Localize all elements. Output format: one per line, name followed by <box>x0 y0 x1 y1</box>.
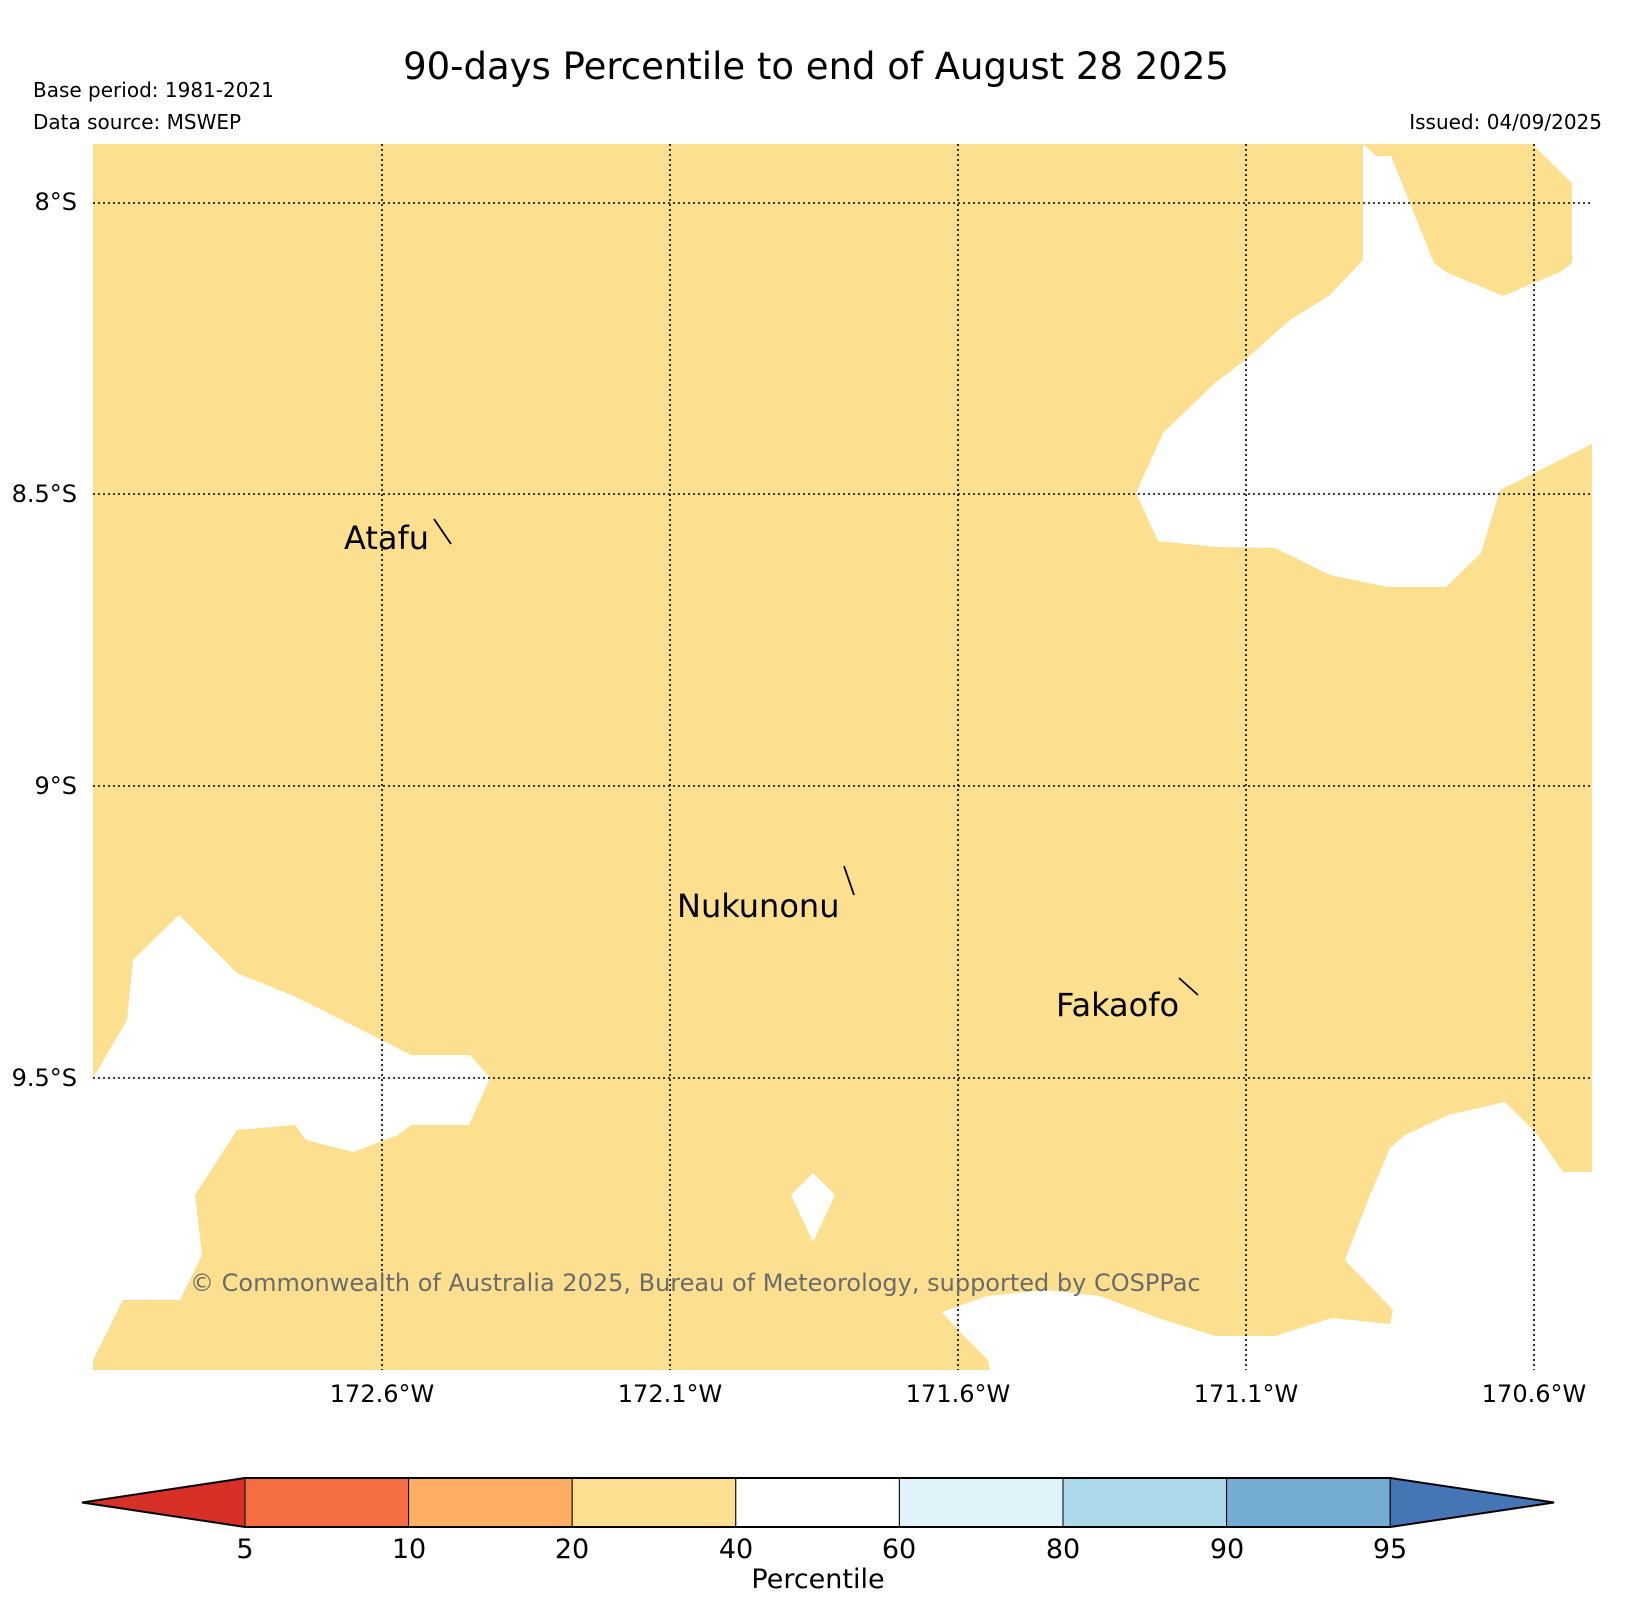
fakaofo-atoll-outline <box>1178 977 1199 996</box>
colorbar-outline <box>81 1477 1555 1528</box>
base-period-text: Base period: 1981-2021 <box>33 78 274 102</box>
atoll-outlines <box>433 518 1199 996</box>
colorbar-bin <box>81 1477 246 1528</box>
colorbar-bin <box>571 1477 737 1528</box>
colorbar-bin <box>898 1477 1064 1528</box>
longitude-labels: 172.6°W 172.1°W 171.6°W 171.1°W 170.6°W <box>330 1380 1586 1408</box>
place-label-nukunonu: Nukunonu <box>677 887 839 925</box>
lon-label: 170.6°W <box>1482 1380 1586 1408</box>
place-label-atafu: Atafu <box>344 519 429 557</box>
place-label-fakaofo: Fakaofo <box>1056 986 1179 1024</box>
colorbar-tick-labels: 5 10 20 40 60 80 90 95 <box>236 1534 1407 1565</box>
lat-label: 8.5°S <box>12 480 77 508</box>
colorbar-bins <box>81 1477 1555 1528</box>
colorbar-tick-label: 40 <box>719 1534 753 1565</box>
lat-label: 9°S <box>34 772 77 800</box>
colorbar-bin <box>735 1477 900 1528</box>
colorbar-tick-label: 60 <box>882 1534 916 1565</box>
region-40-60-south <box>942 1102 1592 1370</box>
graticule <box>93 144 1592 1370</box>
colorbar-bin <box>1389 1477 1555 1528</box>
lon-label: 171.1°W <box>1194 1380 1298 1408</box>
colorbar-bin <box>1062 1477 1228 1528</box>
colorbar-tick-label: 10 <box>392 1534 426 1565</box>
data-source-text: Data source: MSWEP <box>33 110 241 134</box>
lon-label: 171.6°W <box>906 1380 1010 1408</box>
colorbar-tick-label: 80 <box>1046 1534 1080 1565</box>
lat-label: 9.5°S <box>12 1064 77 1092</box>
region-40-60-island <box>791 1173 835 1242</box>
colorbar-tick-label: 95 <box>1373 1534 1407 1565</box>
colorbar-tick-label: 90 <box>1210 1534 1244 1565</box>
latitude-labels: 8°S 8.5°S 9°S 9.5°S <box>12 188 77 1092</box>
region-40-60-west <box>93 915 490 1360</box>
region-40-60-northeast <box>1136 144 1592 587</box>
colorbar-tick-label: 20 <box>555 1534 589 1565</box>
colorbar-label: Percentile <box>751 1564 884 1595</box>
lon-label: 172.1°W <box>618 1380 722 1408</box>
figure-title: 90-days Percentile to end of August 28 2… <box>403 45 1229 88</box>
map-area: Atafu Nukunonu Fakaofo © Commonwealth of… <box>93 144 1592 1370</box>
lon-label: 172.6°W <box>330 1380 434 1408</box>
issued-date-text: Issued: 04/09/2025 <box>1409 110 1602 134</box>
colorbar-bin <box>408 1477 573 1528</box>
atafu-atoll-outline <box>433 518 452 545</box>
nukunonu-atoll-outline <box>843 865 855 896</box>
colorbar: 5 10 20 40 60 80 90 95 Percentile <box>81 1477 1555 1595</box>
lat-label: 8°S <box>34 188 77 216</box>
colorbar-bin <box>1226 1477 1391 1528</box>
colorbar-bin <box>244 1477 410 1528</box>
colorbar-tick-label: 5 <box>236 1534 253 1565</box>
copyright-text: © Commonwealth of Australia 2025, Bureau… <box>190 1269 1201 1297</box>
